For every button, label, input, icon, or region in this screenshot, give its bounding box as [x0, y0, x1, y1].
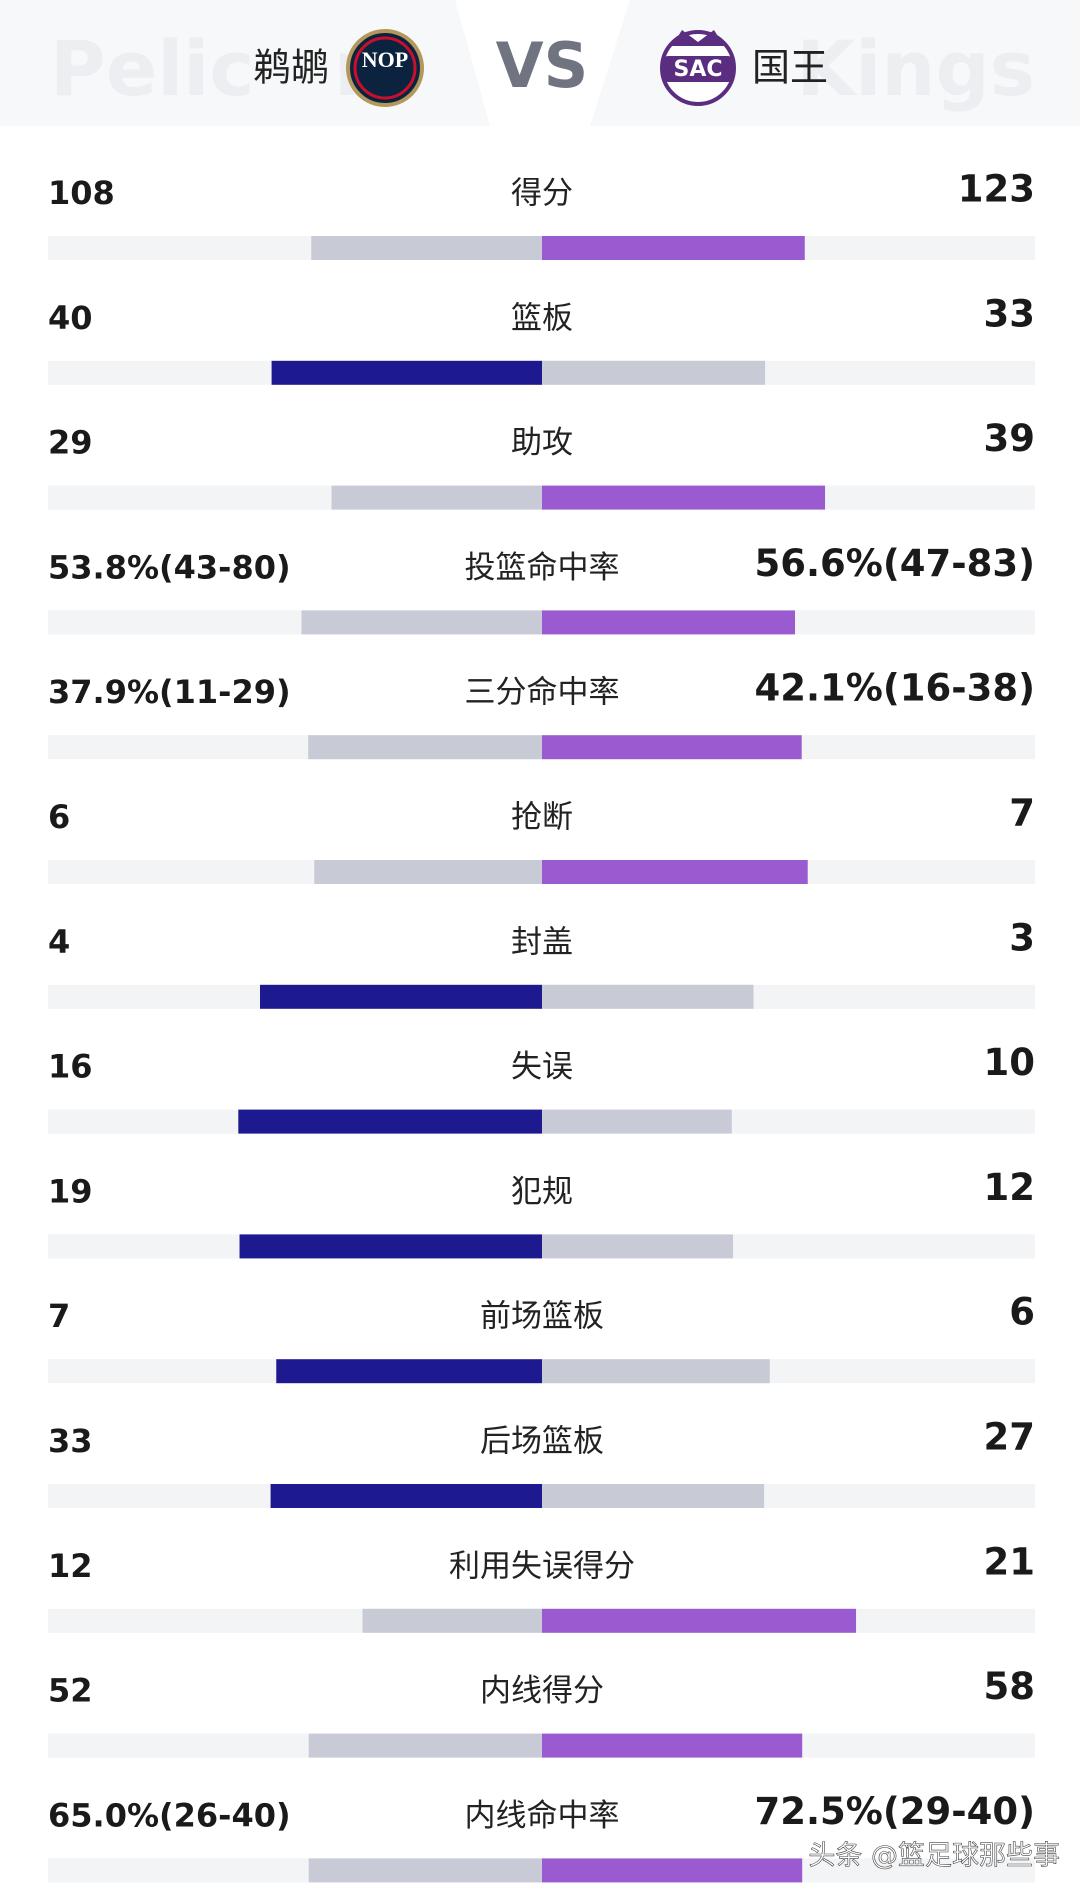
stat-label: 后场篮板 [480, 1424, 604, 1460]
away-watermark: Kings [796, 24, 1035, 113]
home-value: 7 [48, 1297, 70, 1335]
home-bar [331, 485, 542, 510]
home-bar [239, 1234, 542, 1259]
home-value: 29 [48, 424, 93, 462]
stat-label: 三分命中率 [465, 675, 620, 711]
away-bar [542, 1234, 734, 1259]
home-bar [270, 1484, 542, 1508]
away-value: 58 [984, 1665, 1036, 1708]
away-value: 3 [1009, 916, 1035, 959]
away-value: 6 [1009, 1291, 1035, 1334]
stat-label: 内线得分 [480, 1673, 604, 1709]
away-value: 21 [984, 1540, 1036, 1583]
home-bar [308, 1858, 542, 1883]
home-value: 65.0%(26-40) [48, 1796, 291, 1834]
away-bar [542, 1733, 803, 1758]
stat-label: 篮板 [511, 300, 573, 336]
home-logo-text: NOP [362, 47, 408, 72]
home-value: 52 [48, 1672, 93, 1710]
vs-text: VS [496, 29, 589, 102]
home-value: 33 [48, 1422, 93, 1460]
away-logo-text: SAC [673, 57, 722, 82]
stat-label: 犯规 [511, 1174, 573, 1210]
home-value: 19 [48, 1172, 93, 1210]
away-bar [542, 735, 802, 760]
away-value: 10 [984, 1041, 1036, 1084]
stat-label: 失误 [511, 1049, 573, 1085]
home-watermark: Pelicans [50, 24, 405, 113]
home-bar [276, 1359, 542, 1384]
home-bar [314, 860, 542, 884]
away-bar [542, 1109, 732, 1134]
away-value: 56.6%(47-83) [754, 542, 1035, 585]
home-bar [238, 1109, 543, 1134]
stat-label: 抢断 [511, 800, 573, 836]
home-value: 53.8%(43-80) [48, 548, 291, 586]
away-value: 39 [984, 417, 1036, 460]
stat-label: 前场篮板 [480, 1299, 604, 1335]
home-team-name: 鹈鹕 [253, 46, 329, 90]
home-logo [346, 29, 424, 107]
home-value: 16 [48, 1048, 93, 1086]
away-logo-band [664, 56, 732, 82]
away-bar [542, 1608, 857, 1633]
home-name-bg [250, 30, 340, 110]
home-value: 6 [48, 798, 70, 836]
home-bar [308, 1733, 542, 1758]
away-value: 42.1%(16-38) [754, 667, 1035, 710]
away-bar [542, 1359, 770, 1384]
away-bar [542, 1858, 803, 1883]
away-logo-crown [672, 30, 724, 46]
home-bar [260, 984, 542, 1009]
home-bar [308, 735, 542, 760]
home-bar [271, 360, 542, 385]
away-bar [542, 610, 796, 635]
away-bar [542, 1484, 765, 1508]
home-bar [301, 610, 542, 635]
away-value: 12 [984, 1166, 1036, 1209]
stat-label: 利用失误得分 [449, 1548, 635, 1584]
stat-label: 封盖 [511, 924, 573, 960]
away-value: 72.5%(29-40) [754, 1790, 1035, 1833]
footer-watermark: 头条 @篮足球那些事 [808, 1841, 1060, 1872]
home-value: 4 [48, 923, 70, 961]
stat-label: 得分 [511, 176, 573, 212]
stat-label: 助攻 [511, 425, 573, 461]
stat-label: 内线命中率 [465, 1798, 620, 1834]
home-value: 12 [48, 1547, 93, 1585]
home-bar [362, 1608, 542, 1633]
home-logo-ring [353, 36, 417, 100]
home-bar [311, 236, 542, 260]
away-value: 27 [984, 1416, 1036, 1459]
away-value: 7 [1009, 792, 1035, 835]
away-bar [542, 236, 805, 260]
away-bar [542, 860, 808, 884]
stat-label: 投篮命中率 [465, 550, 620, 586]
home-value: 40 [48, 299, 93, 337]
away-bar [542, 485, 826, 510]
away-bar [542, 984, 754, 1009]
home-value: 108 [48, 174, 115, 212]
away-value: 33 [984, 292, 1036, 335]
away-bar [542, 360, 766, 385]
home-value: 37.9%(11-29) [48, 673, 291, 711]
away-team-name: 国王 [752, 46, 828, 90]
away-value: 123 [958, 168, 1035, 211]
